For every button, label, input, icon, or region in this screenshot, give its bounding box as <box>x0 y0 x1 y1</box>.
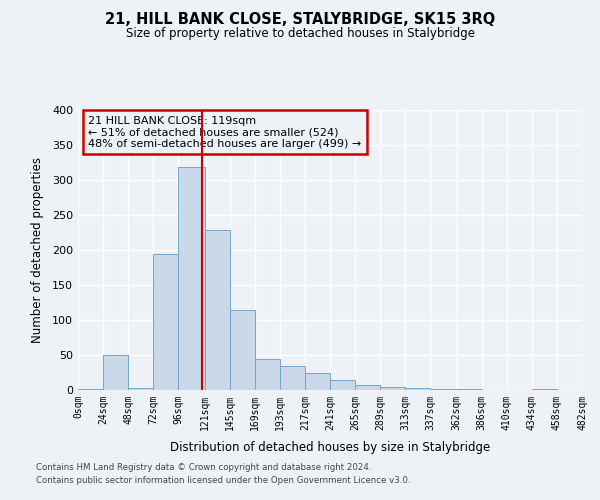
Bar <box>78 388 103 390</box>
Bar <box>330 380 355 390</box>
Bar <box>305 372 330 390</box>
Bar <box>430 388 457 390</box>
Bar <box>128 388 153 390</box>
Text: Size of property relative to detached houses in Stalybridge: Size of property relative to detached ho… <box>125 28 475 40</box>
Text: 21 HILL BANK CLOSE: 119sqm
← 51% of detached houses are smaller (524)
48% of sem: 21 HILL BANK CLOSE: 119sqm ← 51% of deta… <box>88 116 361 149</box>
Y-axis label: Number of detached properties: Number of detached properties <box>31 157 44 343</box>
Bar <box>205 230 230 390</box>
Bar <box>103 355 128 390</box>
Text: Contains public sector information licensed under the Open Government Licence v3: Contains public sector information licen… <box>36 476 410 485</box>
Bar <box>355 385 380 390</box>
Text: 21, HILL BANK CLOSE, STALYBRIDGE, SK15 3RQ: 21, HILL BANK CLOSE, STALYBRIDGE, SK15 3… <box>105 12 495 28</box>
Text: Contains HM Land Registry data © Crown copyright and database right 2024.: Contains HM Land Registry data © Crown c… <box>36 464 371 472</box>
X-axis label: Distribution of detached houses by size in Stalybridge: Distribution of detached houses by size … <box>170 441 490 454</box>
Bar <box>255 359 280 390</box>
Bar <box>280 366 305 390</box>
Bar <box>230 310 255 390</box>
Bar <box>153 254 178 390</box>
Bar <box>178 168 205 390</box>
Bar <box>405 388 430 390</box>
Bar <box>380 386 405 390</box>
